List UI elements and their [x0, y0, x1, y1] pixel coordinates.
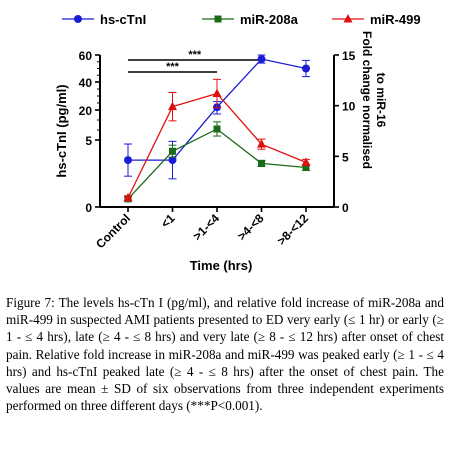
y-tick-label-left: 40 — [79, 76, 93, 90]
data-point — [168, 101, 177, 111]
x-tick-label: >4-<8 — [235, 211, 267, 243]
significance-label: *** — [188, 49, 202, 61]
data-point — [124, 156, 132, 165]
data-point — [301, 157, 311, 166]
y-tick-label-right: 0 — [342, 201, 349, 215]
x-axis-title: Time (hrs) — [190, 258, 253, 273]
legend: hs-cTnI miR-208a miR-499 — [62, 12, 421, 27]
y-tick-label-right: 15 — [342, 49, 356, 63]
chart: hs-cTnI miR-208a miR-499 0 5 20 40 60 0 5 10 15 Con… — [54, 12, 421, 273]
legend-label: hs-cTnI — [100, 12, 146, 27]
data-point — [168, 156, 177, 165]
y-axis-title-right-line2: to miR-16 — [374, 73, 388, 128]
axis-labels: hs-cTnI (pg/ml) Fold change normalised to … — [54, 31, 388, 273]
legend-label: miR-499 — [370, 12, 421, 27]
data-point — [214, 15, 222, 23]
data-point — [212, 88, 222, 98]
significance-bars: *** *** — [128, 49, 262, 73]
data-point — [257, 55, 266, 64]
figure-caption: Figure 7: The levels hs-cTn I (pg/ml), a… — [6, 294, 444, 414]
y-tick-label-left: 0 — [85, 201, 92, 215]
x-tick-label: Control — [93, 211, 133, 251]
y-tick-label-right: 5 — [342, 150, 349, 164]
data-point — [258, 159, 265, 167]
series-line — [127, 128, 307, 200]
x-tick-label: <1 — [158, 211, 178, 231]
x-tick-label: >1-<4 — [190, 211, 222, 243]
x-tick-label: >8-<12 — [274, 211, 311, 248]
caption-label: Figure 7: — [6, 295, 55, 310]
data-point — [257, 139, 266, 148]
data-point — [123, 192, 133, 202]
y-tick-label-left: 60 — [79, 49, 93, 63]
y-axis-title-right-line1: Fold change normalised — [360, 31, 374, 169]
y-tick-label-left: 5 — [85, 134, 92, 148]
y-tick-label-right: 10 — [342, 100, 356, 114]
data-point — [74, 15, 82, 23]
y-axis-title-left: hs-cTnI (pg/ml) — [54, 84, 69, 177]
data-point — [302, 64, 310, 73]
plot-area — [123, 54, 311, 203]
data-point — [343, 14, 353, 23]
y-tick-label-left: 20 — [79, 104, 93, 118]
significance-label: *** — [166, 61, 180, 73]
data-point — [169, 147, 176, 155]
data-point — [302, 163, 310, 171]
legend-label: miR-208a — [240, 12, 299, 27]
caption-text: The levels hs-cTn I (pg/ml), and relativ… — [6, 295, 444, 414]
data-point — [213, 125, 221, 133]
